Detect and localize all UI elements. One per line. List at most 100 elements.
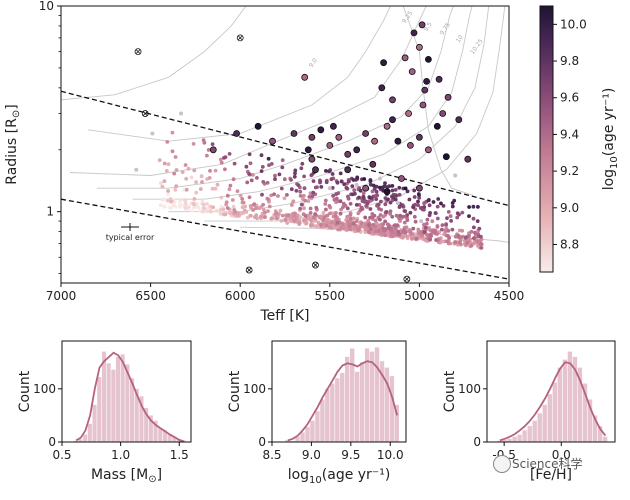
scatter-point [424, 225, 428, 230]
scatter-point [351, 216, 356, 221]
histogram-bar [384, 367, 390, 442]
isolated-star-point [419, 219, 424, 224]
scatter-point [463, 235, 468, 240]
excluded-star-cross [404, 276, 410, 282]
histogram-bar [542, 404, 547, 442]
scatter-point [178, 197, 183, 202]
histogram-bar [92, 404, 97, 442]
scatter-point [405, 189, 410, 194]
y-tick-label: 100 [458, 382, 481, 396]
x-axis-label: log10(age yr⁻¹) [288, 467, 391, 486]
histogram-bar [537, 413, 542, 442]
scatter-point [247, 195, 252, 200]
histogram-bar [148, 415, 153, 442]
scatter-point [361, 194, 366, 199]
scatter-point [277, 172, 282, 177]
scatter-point [218, 157, 223, 162]
scatter-point [335, 180, 340, 185]
scatter-point [316, 220, 321, 225]
wechat-logo-icon [493, 455, 511, 473]
scatter-point [202, 140, 207, 145]
scatter-point [213, 168, 218, 173]
scatter-point [269, 193, 274, 198]
giant-star-marker [308, 155, 316, 163]
scatter-point [209, 209, 213, 214]
scatter-point [265, 196, 270, 201]
giant-star-marker [209, 146, 217, 154]
kde-curve [287, 360, 398, 442]
isochrone-label: 9.5 [422, 21, 433, 33]
scatter-point [205, 209, 210, 214]
scatter-point [242, 208, 247, 213]
plot-frame [60, 5, 510, 284]
histogram-bar [130, 378, 135, 442]
giant-star-marker [335, 133, 343, 141]
histogram-bar [557, 367, 562, 442]
scatter-point [205, 202, 209, 206]
scatter-point [351, 192, 355, 197]
scatter-point [325, 213, 330, 218]
scatter-point [223, 167, 227, 172]
histogram-bar [552, 382, 557, 442]
histogram-frame [486, 340, 616, 443]
scatter-point [194, 190, 199, 195]
scatter-point [355, 175, 360, 180]
scatter-point [285, 193, 289, 197]
scatter-point [231, 177, 236, 182]
scatter-point [311, 190, 316, 195]
scatter-point [338, 171, 343, 176]
scatter-point [405, 218, 410, 223]
scatter-point [298, 194, 303, 198]
scatter-point [219, 204, 224, 209]
scatter-point [280, 165, 285, 170]
scatter-point [375, 193, 380, 198]
scatter-point [162, 204, 167, 209]
isochrone-label: 9.75 [439, 21, 453, 36]
histogram-bar [572, 356, 578, 442]
giant-star-marker [304, 146, 312, 154]
histogram-bar [172, 436, 177, 442]
scatter-point [255, 176, 259, 180]
scatter-point [230, 198, 235, 202]
scatter-point [327, 204, 332, 208]
scatter-point [414, 236, 419, 241]
histogram-bar [78, 439, 83, 442]
scatter-point [190, 208, 195, 213]
scatter-point [207, 176, 212, 180]
scatter-point [292, 218, 297, 223]
scatter-point [410, 236, 415, 241]
scatter-point [336, 227, 340, 232]
scatter-point [194, 202, 199, 207]
scatter-point [427, 203, 432, 208]
scatter-point [390, 184, 395, 188]
histogram-bar [532, 420, 537, 442]
scatter-point [194, 180, 199, 185]
scatter-point [222, 156, 226, 160]
scatter-point [227, 187, 232, 192]
scatter-point [286, 213, 291, 218]
scatter-point [358, 188, 363, 193]
scatter-point [302, 174, 306, 179]
scatter-point [219, 195, 224, 200]
histogram-bar [340, 372, 345, 442]
scatter-point [378, 185, 382, 190]
scatter-point [266, 156, 271, 161]
giant-star-marker [371, 137, 379, 145]
giant-star-marker [312, 166, 319, 174]
scatter-point [395, 223, 400, 228]
giant-star-marker [389, 96, 396, 104]
scatter-point [326, 220, 330, 225]
scatter-point [211, 205, 216, 210]
histogram-bar [517, 434, 522, 442]
scatter-point [390, 214, 395, 219]
scatter-point [241, 200, 246, 205]
scatter-point [383, 181, 387, 186]
scatter-point [319, 223, 323, 227]
scatter-point [416, 203, 420, 208]
x-tick-label: 5500 [315, 289, 346, 303]
scatter-point [455, 215, 460, 220]
scatter-point [166, 162, 171, 167]
giant-star-marker [424, 146, 432, 154]
x-tick-label: 1.5 [170, 448, 189, 462]
